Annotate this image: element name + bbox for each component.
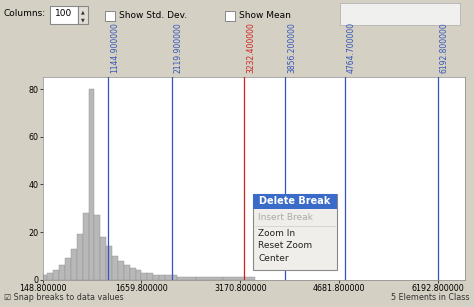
Bar: [82, 213, 89, 280]
Text: Reset Zoom: Reset Zoom: [258, 241, 312, 250]
Bar: [77, 235, 82, 280]
Text: 100: 100: [55, 10, 73, 18]
Text: Show Mean: Show Mean: [239, 10, 291, 20]
Text: 5 Elements in Class: 5 Elements in Class: [392, 293, 470, 302]
Bar: [89, 89, 94, 280]
Bar: [47, 273, 53, 280]
Bar: [59, 266, 65, 280]
Text: Show Std. Dev.: Show Std. Dev.: [119, 10, 187, 20]
Bar: [159, 275, 165, 280]
Bar: [106, 247, 112, 280]
Text: ☑ Snap breaks to data values: ☑ Snap breaks to data values: [4, 293, 124, 302]
Bar: [118, 261, 124, 280]
Text: Delete Break: Delete Break: [259, 196, 331, 206]
Bar: [53, 270, 59, 280]
FancyBboxPatch shape: [253, 194, 337, 209]
Text: ▲: ▲: [81, 10, 85, 14]
Text: Insert Break: Insert Break: [258, 213, 313, 222]
Text: Zoom In: Zoom In: [258, 229, 295, 238]
FancyBboxPatch shape: [225, 11, 235, 21]
Text: 2119.900000: 2119.900000: [173, 22, 182, 73]
Bar: [153, 275, 159, 280]
Text: ▼: ▼: [81, 17, 85, 22]
Text: 3232.400000: 3232.400000: [246, 22, 255, 73]
Text: 4764.700000: 4764.700000: [346, 22, 356, 73]
Bar: [177, 278, 196, 280]
FancyBboxPatch shape: [50, 6, 78, 24]
Bar: [94, 216, 100, 280]
FancyBboxPatch shape: [105, 11, 115, 21]
FancyBboxPatch shape: [78, 6, 88, 24]
Text: 6192.800000: 6192.800000: [440, 22, 449, 73]
Bar: [130, 268, 136, 280]
Bar: [71, 249, 77, 280]
Bar: [223, 278, 255, 280]
Bar: [165, 275, 177, 280]
Bar: [43, 275, 47, 280]
Text: Center: Center: [258, 254, 289, 262]
FancyBboxPatch shape: [340, 3, 460, 25]
Text: 1144.900000: 1144.900000: [110, 22, 119, 73]
Text: Columns:: Columns:: [4, 10, 46, 18]
Bar: [136, 270, 141, 280]
Bar: [65, 258, 71, 280]
Text: 3856.200000: 3856.200000: [287, 22, 296, 73]
Bar: [141, 273, 147, 280]
Bar: [124, 266, 130, 280]
Bar: [196, 278, 223, 280]
Bar: [112, 256, 118, 280]
FancyBboxPatch shape: [253, 194, 337, 270]
Bar: [100, 237, 106, 280]
Bar: [147, 273, 153, 280]
